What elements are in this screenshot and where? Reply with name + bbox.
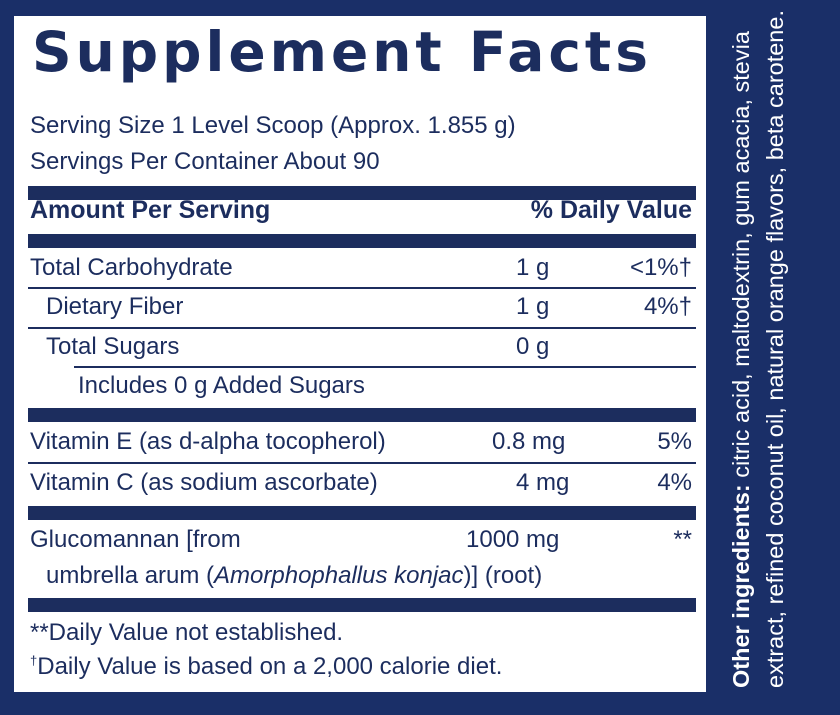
nutrient-amount: 0.8 mg — [492, 428, 566, 455]
divider-thick — [28, 408, 696, 422]
other-ingredients: Other ingredients: citric acid, maltodex… — [728, 10, 788, 688]
nutrient-name: Total Carbohydrate — [30, 254, 233, 281]
supplement-facts-panel: Supplement Facts Serving Size 1 Level Sc… — [14, 16, 706, 692]
nutrient-name: Vitamin C (as sodium ascorbate) — [30, 469, 378, 496]
panel-title: Supplement Facts — [32, 20, 652, 84]
divider-thick — [28, 598, 696, 612]
nutrient-name: Total Sugars — [46, 333, 180, 360]
nutrient-dv: 5% — [657, 428, 692, 455]
nutrient-amount: 1 g — [516, 254, 550, 281]
footnote-calorie: †Daily Value is based on a 2,000 calorie… — [30, 653, 503, 680]
nutrient-amount: 1000 mg — [466, 526, 560, 553]
nutrient-amount: 4 mg — [516, 469, 570, 496]
serving-size: Serving Size 1 Level Scoop (Approx. 1.85… — [30, 112, 516, 139]
nutrient-amount: 1 g — [516, 293, 550, 320]
row-divider — [28, 327, 696, 329]
nutrient-name: Vitamin E (as d-alpha tocopherol) — [30, 428, 386, 455]
servings-per-container: Servings Per Container About 90 — [30, 148, 380, 175]
nutrient-dv: ** — [673, 526, 692, 553]
divider-thick — [28, 186, 696, 200]
nutrient-name: Dietary Fiber — [46, 293, 184, 320]
nutrient-amount: 0 g — [516, 333, 550, 360]
nutrient-dv: 4% — [657, 469, 692, 496]
divider-thick — [28, 506, 696, 520]
row-divider — [28, 287, 696, 289]
divider-thick — [28, 234, 696, 248]
row-divider — [28, 462, 696, 464]
row-divider — [74, 366, 696, 368]
nutrient-name: Includes 0 g Added Sugars — [78, 372, 365, 399]
glucomannan-source: umbrella arum (Amorphophallus konjac)] (… — [46, 562, 543, 589]
nutrient-dv: 4%† — [643, 293, 692, 320]
footnote-not-established: **Daily Value not established. — [30, 619, 344, 646]
nutrient-dv: <1%† — [629, 254, 692, 281]
daily-value-header: % Daily Value — [530, 196, 692, 224]
nutrient-name: Glucomannan [from — [30, 526, 241, 553]
other-ingredients-panel: Other ingredients: citric acid, maltodex… — [722, 2, 832, 702]
amount-per-serving-header: Amount Per Serving — [30, 196, 271, 224]
